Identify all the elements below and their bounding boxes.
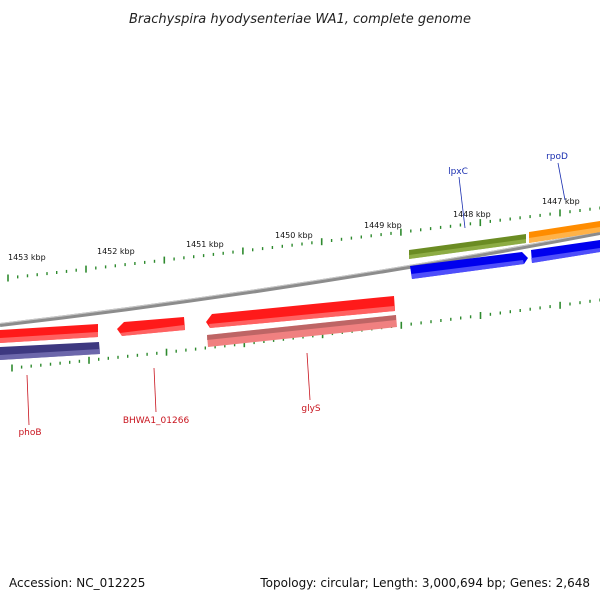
scale-label-1447: 1447 kbp	[542, 197, 580, 206]
cds-phoB-shade	[0, 349, 100, 360]
gene-glyS-shade	[209, 306, 395, 328]
cds-rpoD-shade	[531, 248, 600, 263]
scale-label-1453: 1453 kbp	[8, 253, 46, 262]
map-title: Brachyspira hyodysenteriae WA1, complete…	[129, 12, 471, 27]
cds-lpxC-shade	[411, 260, 524, 279]
gene-label-lpxC: lpxC	[448, 167, 468, 177]
leader-lpxC	[458, 176, 466, 229]
genome-info-text: Topology: circular; Length: 3,000,694 bp…	[259, 576, 590, 590]
scale-label-1451: 1451 kbp	[186, 240, 224, 249]
gene-label-phoB: phoB	[18, 428, 41, 438]
scale-label-1449: 1449 kbp	[364, 221, 402, 230]
scale-ticks-outer	[7, 206, 600, 282]
gene-label-leaders	[26, 162, 566, 426]
scale-label-1450: 1450 kbp	[275, 231, 313, 240]
leader-phoB	[26, 374, 30, 426]
accession-text: Accession: NC_012225	[9, 576, 145, 590]
gene-BHWA1_01266-shade	[120, 325, 185, 336]
gene-label-rpoD: rpoD	[546, 152, 568, 162]
gene-label-BHWA1_01266: BHWA1_01266	[123, 416, 190, 426]
genome-backbone	[0, 231, 600, 327]
gene-labels: lpxC rpoD phoB BHWA1_01266 glyS	[18, 152, 568, 438]
scale-label-1448: 1448 kbp	[453, 210, 491, 219]
gene-lpxC-shade	[409, 239, 526, 259]
cds-glyS-shade	[207, 315, 396, 340]
gene-rpoD-shade	[529, 227, 600, 243]
forward-genes	[409, 221, 600, 279]
scale-labels: 1453 kbp 1452 kbp 1451 kbp 1450 kbp 1449…	[8, 197, 580, 262]
reverse-genes	[0, 296, 397, 360]
gene-phoB-shade	[0, 332, 98, 343]
leader-rpoD	[557, 162, 566, 201]
gene-label-glyS: glyS	[301, 404, 321, 414]
genome-backbone-highlight	[0, 231, 600, 324]
leader-BHWA1_01266	[153, 367, 157, 413]
scale-label-1452: 1452 kbp	[97, 247, 135, 256]
leader-glyS	[306, 352, 311, 401]
